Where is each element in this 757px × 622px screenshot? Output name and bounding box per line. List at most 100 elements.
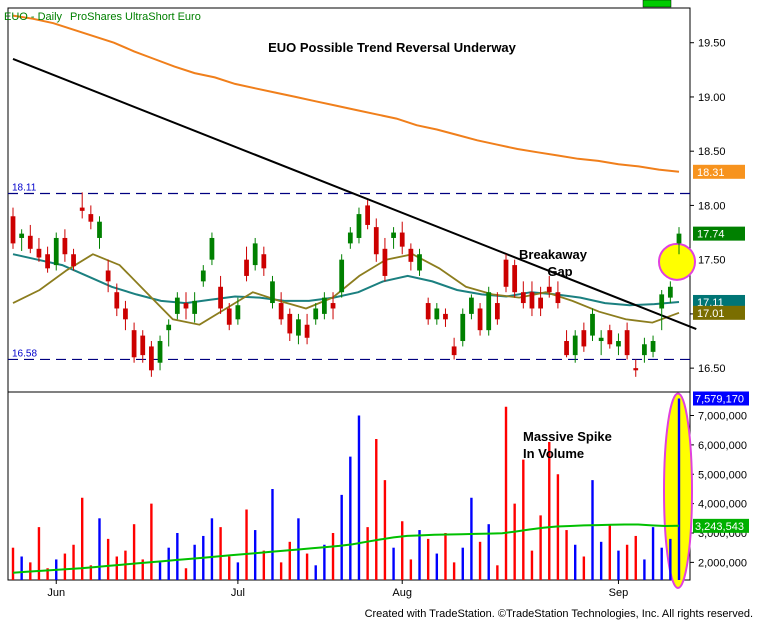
candle-body bbox=[460, 313, 466, 342]
candle-body bbox=[53, 237, 59, 266]
candle-body bbox=[538, 297, 543, 309]
symbol-label: EUO - Daily bbox=[4, 11, 63, 23]
volume-tick-label: 4,000,000 bbox=[698, 499, 747, 511]
candle-body bbox=[494, 303, 500, 320]
candle-body bbox=[659, 294, 665, 309]
candle-body bbox=[296, 319, 301, 336]
candle-body bbox=[10, 216, 16, 244]
volume-badge bbox=[693, 391, 749, 406]
candle-body bbox=[183, 303, 189, 309]
price-badge-label: 17.74 bbox=[697, 229, 725, 241]
price-tick-label: 18.50 bbox=[698, 146, 726, 158]
candle-body bbox=[105, 270, 111, 282]
candle-body bbox=[287, 313, 293, 334]
candle-body bbox=[278, 303, 284, 320]
candle-body bbox=[114, 292, 120, 309]
level-label: 18.11 bbox=[12, 182, 37, 193]
ma-short-line bbox=[12, 253, 680, 326]
candle-body bbox=[546, 286, 552, 293]
candle-body bbox=[252, 243, 258, 266]
gap-annotation-line2: Gap bbox=[547, 264, 572, 279]
price-badge-label: 18.31 bbox=[697, 167, 725, 179]
candle-body bbox=[443, 313, 448, 320]
candle-body bbox=[417, 254, 422, 271]
candle-body bbox=[650, 341, 656, 352]
candle-body bbox=[209, 237, 215, 260]
price-badge bbox=[693, 164, 745, 179]
price-tick-label: 16.50 bbox=[698, 363, 726, 375]
status-marker bbox=[642, 0, 672, 8]
candle-body bbox=[131, 330, 137, 358]
candle-body bbox=[382, 248, 388, 276]
volume-badge bbox=[693, 518, 749, 533]
footer-copyright: Created with TradeStation. ©TradeStation… bbox=[364, 608, 753, 620]
candle-body bbox=[365, 205, 371, 225]
x-tick-label: Aug bbox=[392, 587, 412, 599]
candle-body bbox=[512, 265, 518, 293]
candle-body bbox=[477, 308, 483, 331]
candle-body bbox=[590, 313, 595, 336]
candle-body bbox=[330, 303, 336, 309]
candle-body bbox=[36, 248, 42, 258]
price-badge-label: 17.01 bbox=[697, 308, 725, 320]
candle-body bbox=[425, 303, 431, 320]
candle-body bbox=[321, 297, 327, 314]
volume-annotation-line2: In Volume bbox=[523, 446, 584, 461]
candle-body bbox=[79, 207, 85, 211]
candle-body bbox=[451, 346, 457, 356]
volume-badge-label: 3,243,543 bbox=[695, 521, 744, 533]
candle-body bbox=[391, 232, 396, 238]
candle-body bbox=[62, 237, 68, 255]
candle-body bbox=[667, 286, 673, 298]
candle-body bbox=[174, 297, 180, 314]
candle-body bbox=[313, 308, 319, 320]
candle-body bbox=[373, 227, 379, 255]
candle-body bbox=[270, 281, 275, 304]
candle-body bbox=[434, 308, 440, 320]
price-badge bbox=[693, 305, 745, 320]
candle-body bbox=[226, 308, 232, 325]
price-tick-label: 19.50 bbox=[698, 38, 726, 50]
x-tick-label: Jun bbox=[47, 587, 65, 599]
trendline bbox=[12, 58, 697, 331]
candle-body bbox=[339, 259, 345, 293]
price-tick-label: 19.00 bbox=[698, 92, 726, 104]
candle-body bbox=[347, 232, 353, 244]
candle-body bbox=[633, 368, 639, 371]
volume-annotation-line1: Massive Spike bbox=[523, 429, 612, 444]
price-tick-label: 18.00 bbox=[698, 200, 726, 212]
candle-body bbox=[676, 233, 682, 244]
instrument-name: ProShares UltraShort Euro bbox=[70, 11, 201, 23]
gap-annotation-line1: Breakaway bbox=[519, 247, 588, 262]
candle-body bbox=[616, 341, 621, 347]
volume-tick-label: 5,000,000 bbox=[698, 469, 747, 481]
candle-body bbox=[408, 248, 414, 262]
candle-body bbox=[624, 330, 630, 356]
price-badge bbox=[693, 294, 745, 309]
candle-body bbox=[166, 324, 172, 331]
candle-body bbox=[572, 335, 578, 356]
volume-ma-line bbox=[12, 523, 680, 574]
volume-tick-label: 2,000,000 bbox=[698, 557, 747, 569]
candle-body bbox=[200, 270, 206, 282]
candle-body bbox=[598, 337, 604, 342]
candle-body bbox=[218, 286, 223, 309]
level-label: 16.58 bbox=[12, 348, 37, 359]
candle-body bbox=[581, 330, 587, 347]
candle-body bbox=[529, 292, 535, 309]
chart-header: EUO - Daily ProShares UltraShort Euro bbox=[4, 11, 201, 23]
x-tick-label: Jul bbox=[231, 587, 245, 599]
candle-body bbox=[244, 259, 249, 276]
gap-highlight bbox=[658, 242, 696, 281]
candle-body bbox=[192, 300, 198, 314]
candle-body bbox=[555, 292, 561, 304]
chart-title: EUO Possible Trend Reversal Underway bbox=[268, 40, 517, 55]
price-tick-label: 17.50 bbox=[698, 255, 726, 267]
volume-badge-label: 7,579,170 bbox=[695, 393, 744, 405]
volume-tick-label: 6,000,000 bbox=[698, 440, 747, 452]
candle-body bbox=[564, 341, 569, 356]
candle-body bbox=[45, 254, 50, 269]
candle-body bbox=[503, 259, 509, 287]
candle-body bbox=[27, 235, 33, 249]
